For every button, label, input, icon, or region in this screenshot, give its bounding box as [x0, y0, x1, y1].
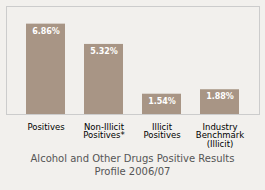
svg-text:6.86%: 6.86%: [32, 27, 60, 36]
svg-text:Positives: Positives: [27, 122, 65, 132]
svg-text:1.88%: 1.88%: [206, 92, 234, 101]
svg-text:IndustryBenchmark(Illicit): IndustryBenchmark(Illicit): [196, 122, 244, 149]
svg-text:5.32%: 5.32%: [90, 47, 118, 56]
svg-text:1.54%: 1.54%: [148, 97, 176, 106]
svg-text:Non-IllicitPositives*: Non-IllicitPositives*: [83, 122, 124, 141]
svg-text:IllicitPositives: IllicitPositives: [143, 122, 181, 141]
html-text:Alcohol and Other Drugs Positi: Alcohol and Other Drugs Positive Results…: [30, 153, 235, 177]
